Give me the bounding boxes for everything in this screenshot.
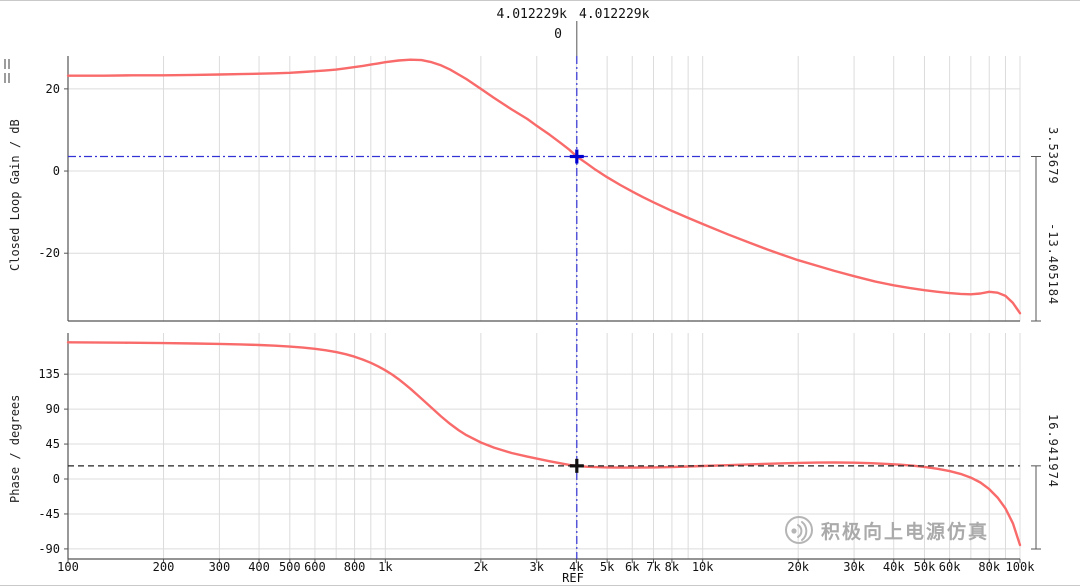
y-tick-label: 0 [53,472,60,486]
cursor-delta-readout: 0 [554,27,562,42]
closed-loop-gain-curve [66,58,1022,315]
y-tick-label: 135 [38,367,60,381]
cursor-b-frequency: 4.012229k [579,7,650,22]
gain-axis-title: Closed Loop Gain / dB [8,119,22,271]
watermark-text: 积极向上电源仿真 [821,520,990,543]
y-tick-label: 90 [46,402,60,416]
y-tick-label: -90 [38,542,60,556]
y-tick-label: -45 [38,507,60,521]
axis-stack-icon [4,59,10,83]
cursor-phase-value: 16.941974 [1046,414,1060,489]
watermark: 积极向上电源仿真 [784,515,989,545]
phase-axis-title: Phase / degrees [8,394,22,503]
y-tick-label: 20 [46,82,60,96]
phase-curve [66,341,1022,547]
cursor-gain-delta: -13.405184 [1046,223,1060,306]
ref-label: REF [562,571,584,585]
cursor-a-frequency: 4.012229k [496,7,567,22]
y-tick-label: 0 [53,164,60,178]
cursor-gain-value: 3.53679 [1046,127,1060,185]
y-tick-label: 45 [46,437,60,451]
cursor-frequency-readout: 4.012229k 4.012229k [497,7,650,22]
watermark-logo [785,516,813,544]
y-tick-label: -20 [38,246,60,260]
